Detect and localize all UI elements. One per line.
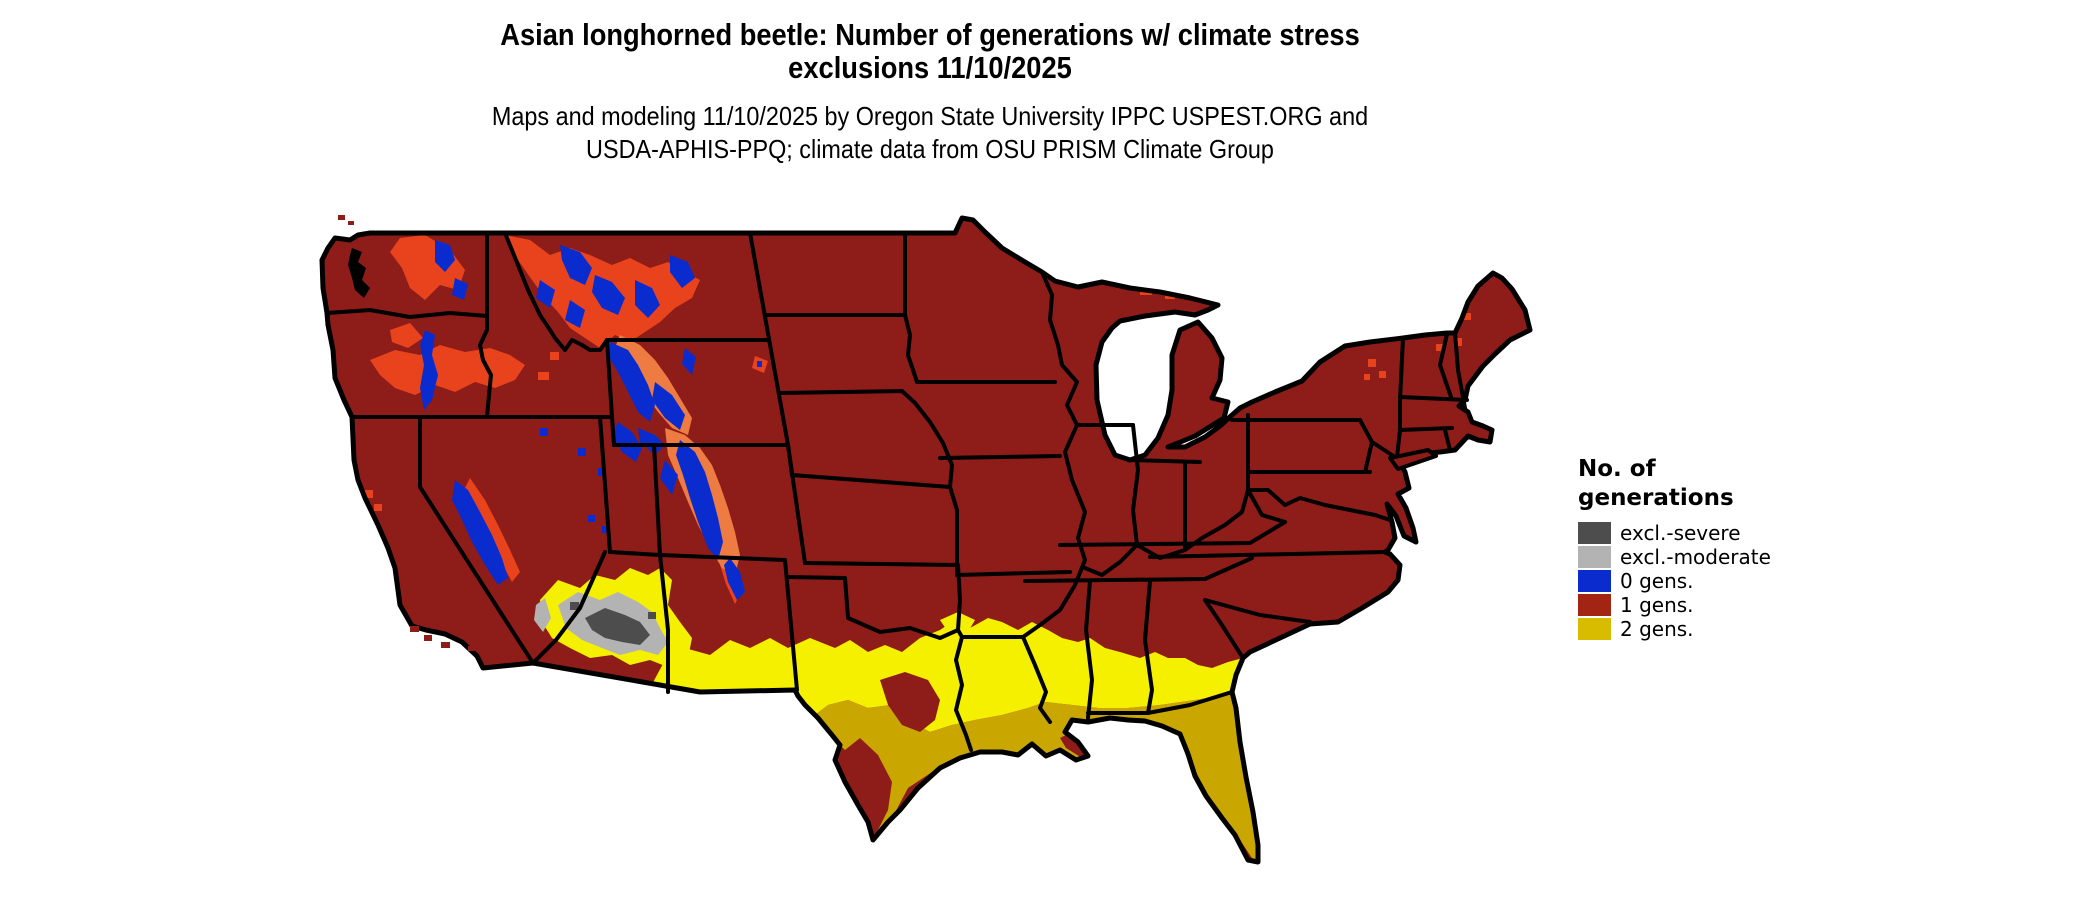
legend-label-excl-severe: excl.-severe <box>1620 521 1741 545</box>
puget-sound <box>348 248 370 298</box>
title-line-2: exclusions 11/10/2025 <box>788 50 1072 85</box>
legend-item-excl-moderate: excl.-moderate <box>1578 545 1878 569</box>
legend-item-2-gens: 2 gens. <box>1578 617 1878 641</box>
legend-swatch-excl-severe <box>1578 522 1611 544</box>
legend-title-line-1: No. of <box>1578 456 1656 482</box>
legend-title: No. of generations <box>1578 455 1878 513</box>
us-generations-map <box>240 160 1580 892</box>
exclusion-gray-patches <box>534 592 668 655</box>
channel-islands <box>410 626 476 651</box>
legend-swatch-1-gens <box>1578 594 1611 616</box>
state-borders <box>325 231 1469 752</box>
legend-label-excl-moderate: excl.-moderate <box>1620 545 1771 569</box>
page-title: Asian longhorned beetle: Number of gener… <box>112 18 1749 84</box>
subtitle-line-1: Maps and modeling 11/10/2025 by Oregon S… <box>491 101 1369 131</box>
red-intrusion-central-texas <box>880 672 940 732</box>
island-dot <box>348 221 354 225</box>
legend-label-2-gens: 2 gens. <box>1620 617 1694 641</box>
title-line-1: Asian longhorned beetle: Number of gener… <box>500 17 1360 52</box>
legend-item-excl-severe: excl.-severe <box>1578 521 1878 545</box>
legend-swatch-2-gens <box>1578 618 1611 640</box>
legend-label-1-gens: 1 gens. <box>1620 593 1694 617</box>
legend-label-0-gens: 0 gens. <box>1620 569 1694 593</box>
island-dot <box>338 215 345 220</box>
legend-title-line-2: generations <box>1578 485 1734 511</box>
long-island <box>1388 448 1438 471</box>
page-subtitle: Maps and modeling 11/10/2025 by Oregon S… <box>93 100 1767 166</box>
two-gens-gold-patches <box>795 690 1258 862</box>
zero-gens-blue-patches <box>420 240 762 600</box>
subtitle-line-2: USDA-APHIS-PPQ; climate data from OSU PR… <box>586 134 1274 164</box>
legend-item-0-gens: 0 gens. <box>1578 569 1878 593</box>
map-svg <box>240 215 1580 892</box>
raster-patches <box>364 235 1471 862</box>
map-legend: No. of generations excl.-severe excl.-mo… <box>1578 455 1878 641</box>
legend-item-1-gens: 1 gens. <box>1578 593 1878 617</box>
legend-swatch-0-gens <box>1578 570 1611 592</box>
legend-swatch-excl-moderate <box>1578 546 1611 568</box>
header: Asian longhorned beetle: Number of gener… <box>0 0 1860 166</box>
